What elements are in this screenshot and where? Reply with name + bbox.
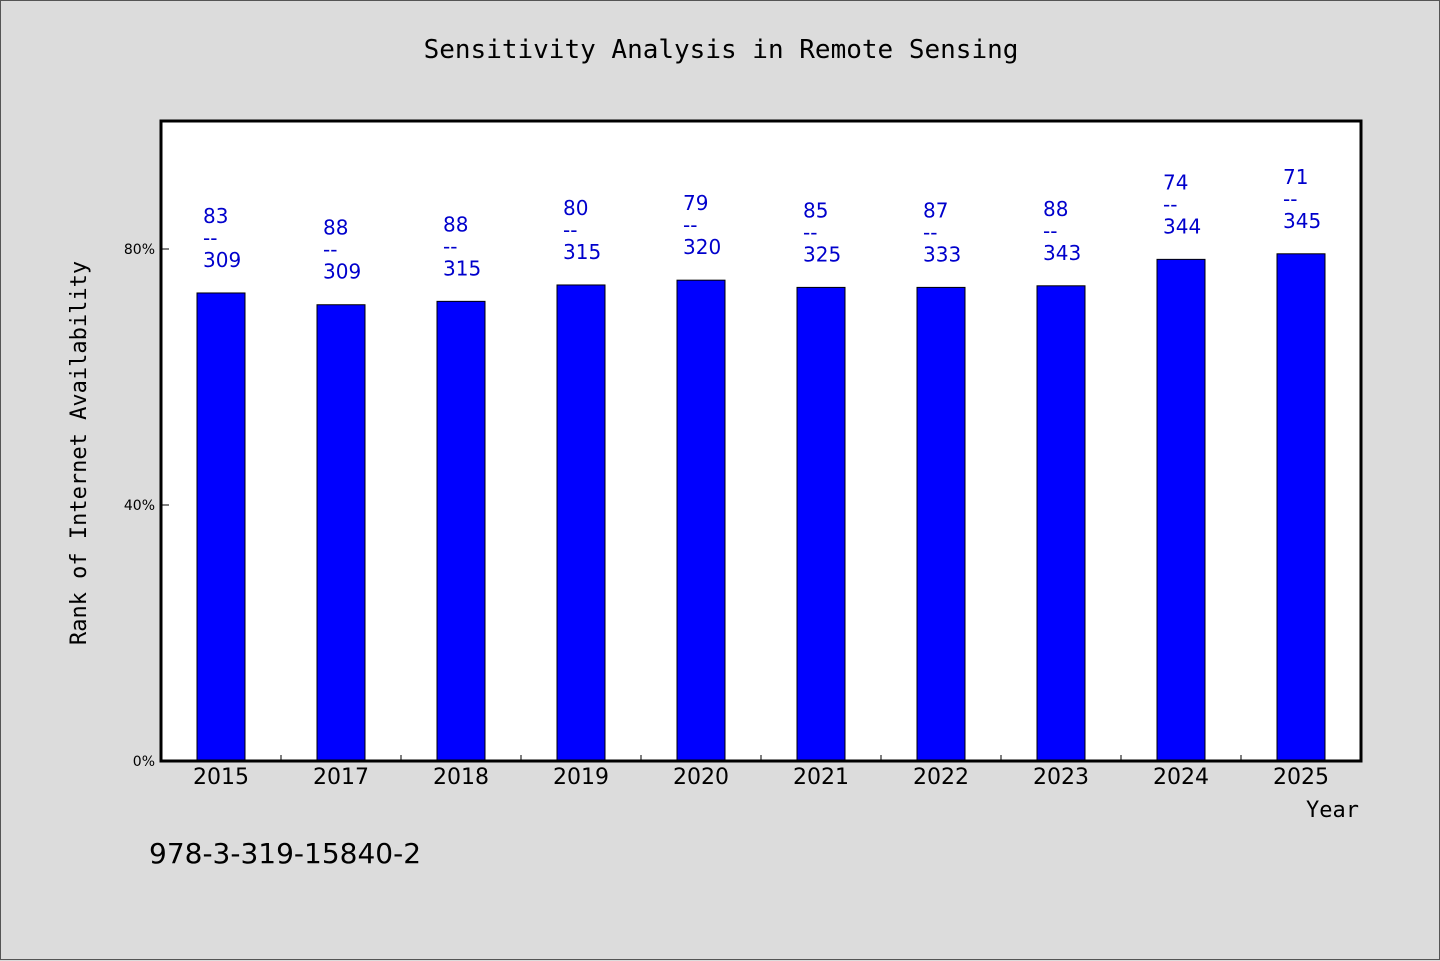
y-tick-label: 80%: [124, 242, 155, 258]
data-label-2025: 71 --345: [1283, 165, 1321, 233]
bar-2020: [676, 279, 726, 762]
bar-2021: [796, 286, 846, 762]
y-axis-label: Rank of Internet Availability: [67, 261, 92, 645]
data-label-2022: 87 --333: [923, 198, 961, 266]
bar-2023: [1036, 285, 1086, 762]
data-label-2024: 74 --344: [1163, 170, 1201, 238]
bar-2017: [316, 304, 366, 762]
y-tick-label: 0%: [133, 754, 155, 770]
x-tick-label: 2018: [433, 765, 489, 790]
data-label-2017: 88 --309: [323, 216, 361, 284]
bar-2024: [1156, 258, 1206, 762]
chart-title: Sensitivity Analysis in Remote Sensing: [423, 35, 1019, 65]
data-labels-layer: 83 --309 88 --309 88 --315 80 --315 79 --320 85 --3…: [203, 165, 1321, 284]
data-label-2015: 83 --309: [203, 204, 241, 272]
x-axis-label: Year: [1306, 798, 1359, 823]
data-label-2023: 88 --343: [1043, 197, 1081, 265]
bar-2015: [196, 292, 246, 762]
x-tick-label: 2024: [1153, 765, 1209, 790]
x-tick-label: 2019: [553, 765, 609, 790]
x-tick-label: 2017: [313, 765, 369, 790]
data-label-2018: 88 --315: [443, 212, 481, 280]
bar-2022: [916, 286, 966, 762]
bar-2019: [556, 284, 606, 762]
x-tick-label: 2023: [1033, 765, 1089, 790]
y-tick-label: 40%: [124, 498, 155, 514]
x-tick-label: 2025: [1273, 765, 1329, 790]
bars-layer: [196, 253, 1326, 762]
y-axis: 0% 40% 80%: [124, 242, 169, 770]
data-label-2021: 85 --325: [803, 198, 841, 266]
x-tick-label: 2015: [193, 765, 249, 790]
bar-2025: [1276, 253, 1326, 762]
x-tick-label: 2022: [913, 765, 969, 790]
bar-2018: [436, 300, 486, 762]
x-tick-label: 2020: [673, 765, 729, 790]
footer-isbn: 978-3-319-15840-2: [149, 837, 422, 870]
data-label-2020: 79 --320: [683, 191, 721, 259]
x-axis: 2015 2017 2018 2019 2020 2021 2022 2023 2024 2025: [193, 755, 1329, 790]
data-label-2019: 80 --315: [563, 196, 601, 264]
x-tick-label: 2021: [793, 765, 849, 790]
